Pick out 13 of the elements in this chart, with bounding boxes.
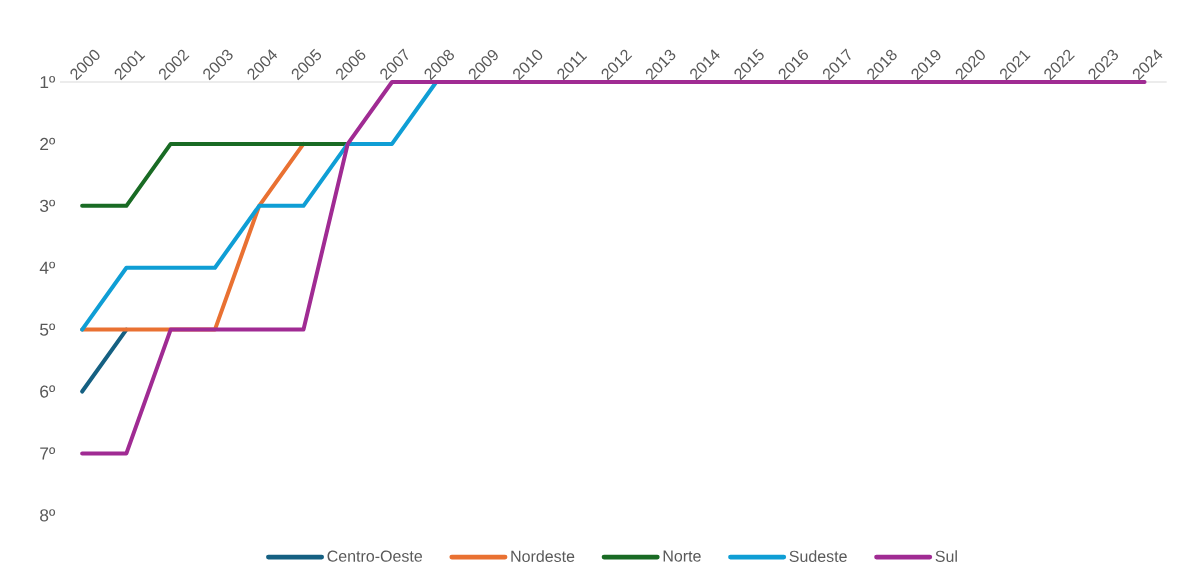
- legend-label: Nordeste: [511, 550, 575, 563]
- y-tick-label: 3º: [39, 199, 56, 212]
- y-tick-label: 4º: [39, 261, 56, 274]
- y-tick-label: 1º: [40, 75, 56, 89]
- legend-label: Norte: [663, 550, 701, 562]
- y-tick-label: 2º: [40, 137, 56, 150]
- legend-label: Sul: [935, 550, 957, 563]
- y-tick-label: 6º: [40, 385, 56, 398]
- legend-label: Centro-Oeste: [327, 550, 423, 562]
- y-tick-label: 5º: [40, 323, 56, 336]
- y-tick-label: 7º: [40, 447, 56, 460]
- legend-label: Sudeste: [789, 550, 847, 563]
- y-tick-label: 8º: [40, 509, 56, 522]
